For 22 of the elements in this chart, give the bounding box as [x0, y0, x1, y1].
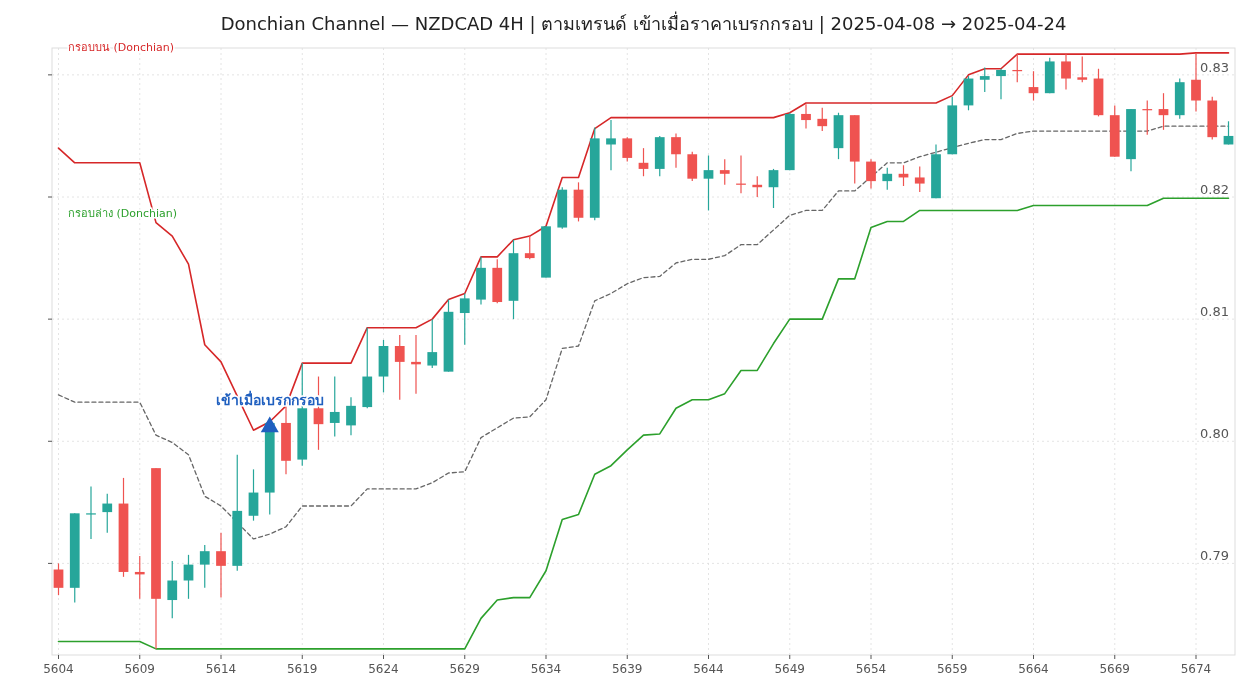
x-tick-label: 5604 [43, 662, 74, 676]
title: Donchian Channel — NZDCAD 4H | ตามเทรนด์ เข้าเมื่อราคาเบรกกรอบ | 2025-04-08 → 2025-04-24 [220, 13, 1067, 34]
y-tick-label: 0.79 [1200, 548, 1229, 564]
y-tick-label: 0.83 [1200, 59, 1229, 75]
x-tick-label: 5619 [286, 662, 318, 676]
x-tick-label: 5624 [368, 662, 399, 676]
y-tick-label: 0.81 [1200, 304, 1229, 320]
x-tick-label: 5659 [936, 662, 968, 676]
x-tick-label: 5674 [1180, 662, 1212, 676]
y-tick-label: 0.82 [1200, 182, 1229, 197]
x-tick-label: 5614 [205, 662, 237, 676]
x-tick-label: 5664 [1018, 662, 1049, 676]
y-tick-label: 0.80 [1200, 426, 1229, 442]
series-label: กรอบบน (Donchian) [68, 41, 175, 54]
x-tick-label: 5649 [774, 662, 806, 676]
x-tick-label: 5629 [449, 662, 481, 676]
x-tick-label: 5634 [530, 662, 562, 676]
x-tick-label: 5639 [611, 662, 643, 676]
x-tick-label: 5669 [1099, 662, 1131, 676]
x-tick-label: 5609 [124, 662, 156, 676]
x-tick-label: 5654 [855, 662, 887, 676]
x-tick-label: 5644 [693, 662, 724, 676]
